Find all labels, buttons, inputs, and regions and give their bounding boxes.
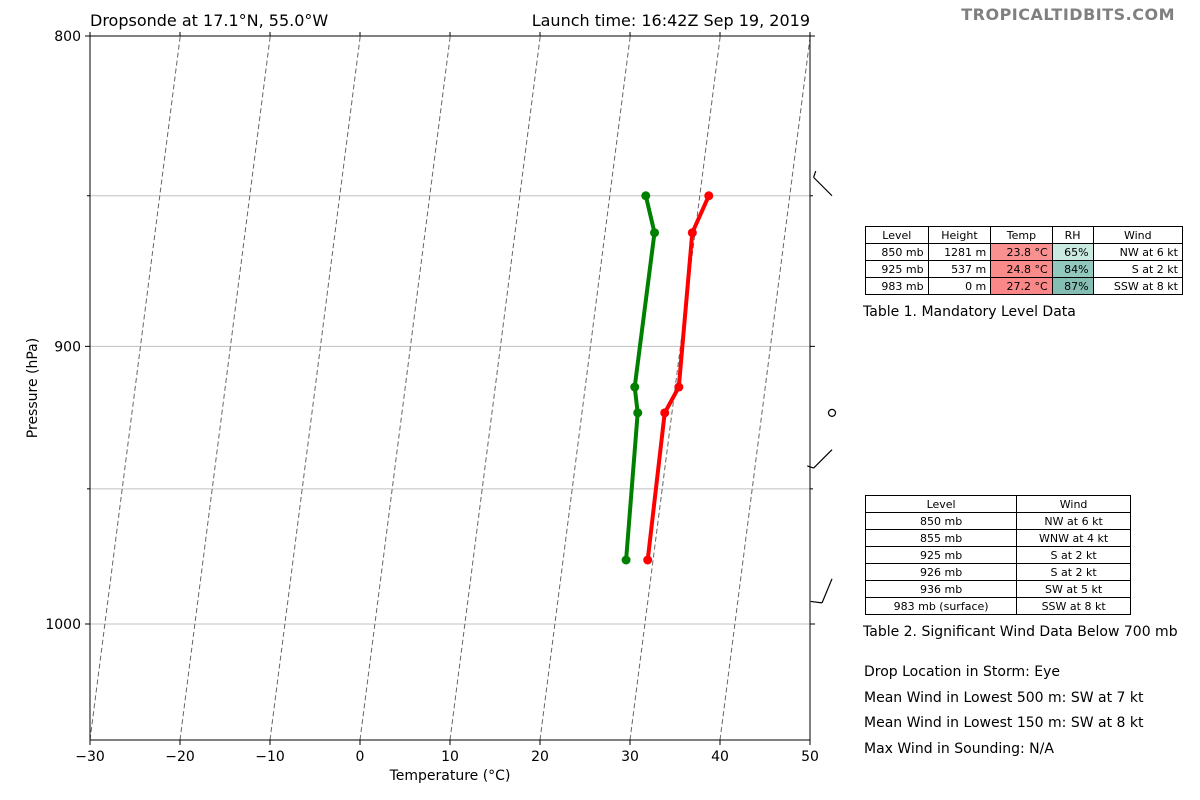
table-row: 855 mb WNW at 4 kt [864, 529, 1131, 547]
temperature-point [643, 555, 653, 565]
x-tick-label: 10 [441, 749, 459, 765]
height-cell: 537 m [927, 260, 992, 278]
mean-wind-500m-text: Mean Wind in Lowest 500 m: SW at 7 kt [864, 690, 1144, 706]
table-row: 926 mb S at 2 kt [864, 563, 1131, 581]
temperature-line [645, 194, 711, 561]
table-header-row: Level Height Temp RH Wind [865, 226, 1184, 244]
sounding-location-title: Dropsonde at 17.1°N, 55.0°W [90, 11, 329, 30]
rh-cell: 84% [1051, 260, 1094, 278]
level-cell: 983 mb (surface) [864, 597, 1018, 615]
level-cell: 850 mb [865, 243, 929, 261]
calm-wind-circle [827, 408, 837, 417]
significant-wind-table: Level Wind 850 mb NW at 6 kt 855 mb WNW at … [864, 495, 1131, 615]
y-tick-label: 900 [54, 339, 81, 355]
x-tick-label: 50 [801, 749, 819, 765]
level-cell: 925 mb [865, 260, 929, 278]
plot-frame [89, 35, 811, 741]
x-axis-label: Temperature (°C) [389, 768, 511, 784]
height-cell: 0 m [927, 277, 992, 295]
x-tick-label: −10 [255, 749, 285, 765]
dewpoint-point [650, 228, 660, 238]
site-brand: TROPICALTIDBITS.COM [961, 5, 1175, 24]
table-row: 850 mb 1281 m 23.8 °C 65% NW at 6 kt [865, 243, 1184, 261]
column-header: Level [865, 226, 929, 244]
table2-caption: Table 2. Significant Wind Data Below 700… [863, 624, 1178, 640]
wind-cell: NW at 6 kt [1092, 243, 1184, 261]
temperature-point [674, 382, 684, 392]
temp-cell: 23.8 °C [990, 243, 1053, 261]
wind-cell: SSW at 8 kt [1016, 597, 1131, 615]
mandatory-level-table: Level Height Temp RH Wind 850 mb 1281 m 23… [865, 226, 1184, 295]
launch-time-title: Launch time: 16:42Z Sep 19, 2019 [531, 11, 810, 30]
dewpoint-line [624, 195, 657, 561]
dewpoint-point [641, 191, 651, 201]
wind-barb-feather [810, 600, 823, 604]
temperature-point [687, 228, 697, 238]
table-row: 850 mb NW at 6 kt [864, 512, 1131, 530]
wind-barb-feather [807, 465, 814, 469]
wind-cell: WNW at 4 kt [1016, 529, 1131, 547]
x-tick-label: −30 [75, 749, 105, 765]
column-header: Wind [1016, 495, 1131, 513]
column-header: Wind [1092, 226, 1184, 244]
level-cell: 983 mb [865, 277, 929, 295]
x-tick-label: 0 [356, 749, 365, 765]
isotherm-line [179, 36, 271, 740]
y-axis-label: Pressure (hPa) [25, 338, 41, 438]
isotherm-line [269, 36, 361, 740]
temperature-point [660, 408, 670, 418]
wind-barb-feather [813, 170, 817, 178]
wind-barb-staff [821, 578, 833, 604]
level-cell: 855 mb [864, 529, 1018, 547]
column-header: Height [927, 226, 992, 244]
column-header: Level [864, 495, 1018, 513]
level-cell: 925 mb [864, 546, 1018, 564]
isotherm-line [90, 36, 91, 42]
wind-cell: S at 2 kt [1016, 546, 1131, 564]
wind-cell: S at 2 kt [1016, 563, 1131, 581]
dewpoint-point [621, 555, 631, 565]
column-header: Temp [990, 226, 1053, 244]
wind-cell: S at 2 kt [1092, 260, 1184, 278]
table-row: 925 mb S at 2 kt [864, 546, 1131, 564]
isotherm-line [449, 36, 541, 740]
isotherm-line [90, 36, 181, 740]
dewpoint-point [633, 408, 643, 418]
mean-wind-150m-text: Mean Wind in Lowest 150 m: SW at 8 kt [864, 715, 1144, 731]
temp-cell: 27.2 °C [990, 277, 1053, 295]
y-tick-label: 1000 [45, 617, 81, 633]
table-row: 936 mb SW at 5 kt [864, 580, 1131, 598]
temperature-point [704, 191, 714, 201]
rh-cell: 87% [1051, 277, 1094, 295]
temp-cell: 24.8 °C [990, 260, 1053, 278]
table-header-row: Level Wind [864, 495, 1131, 513]
isotherm-line [539, 36, 631, 740]
x-tick-label: 30 [621, 749, 639, 765]
wind-barb-staff [813, 176, 833, 197]
isotherm-line [359, 36, 451, 740]
table-row: 925 mb 537 m 24.8 °C 84% S at 2 kt [865, 260, 1184, 278]
isotherm-line [719, 36, 810, 740]
table1-caption: Table 1. Mandatory Level Data [863, 304, 1076, 320]
wind-cell: SSW at 8 kt [1092, 277, 1184, 295]
x-tick-label: 20 [531, 749, 549, 765]
level-cell: 926 mb [864, 563, 1018, 581]
column-header: RH [1051, 226, 1094, 244]
max-wind-text: Max Wind in Sounding: N/A [864, 741, 1054, 757]
dewpoint-point [630, 382, 640, 392]
wind-cell: NW at 6 kt [1016, 512, 1131, 530]
drop-location-text: Drop Location in Storm: Eye [864, 664, 1061, 680]
wind-barb-staff [813, 449, 833, 469]
rh-cell: 65% [1051, 243, 1094, 261]
y-tick-label: 800 [54, 29, 81, 45]
wind-cell: SW at 5 kt [1016, 580, 1131, 598]
table-row: 983 mb (surface) SSW at 8 kt [864, 597, 1131, 615]
level-cell: 850 mb [864, 512, 1018, 530]
table-row: 983 mb 0 m 27.2 °C 87% SSW at 8 kt [865, 277, 1184, 295]
level-cell: 936 mb [864, 580, 1018, 598]
x-tick-label: −20 [165, 749, 195, 765]
x-tick-label: 40 [711, 749, 729, 765]
height-cell: 1281 m [927, 243, 992, 261]
